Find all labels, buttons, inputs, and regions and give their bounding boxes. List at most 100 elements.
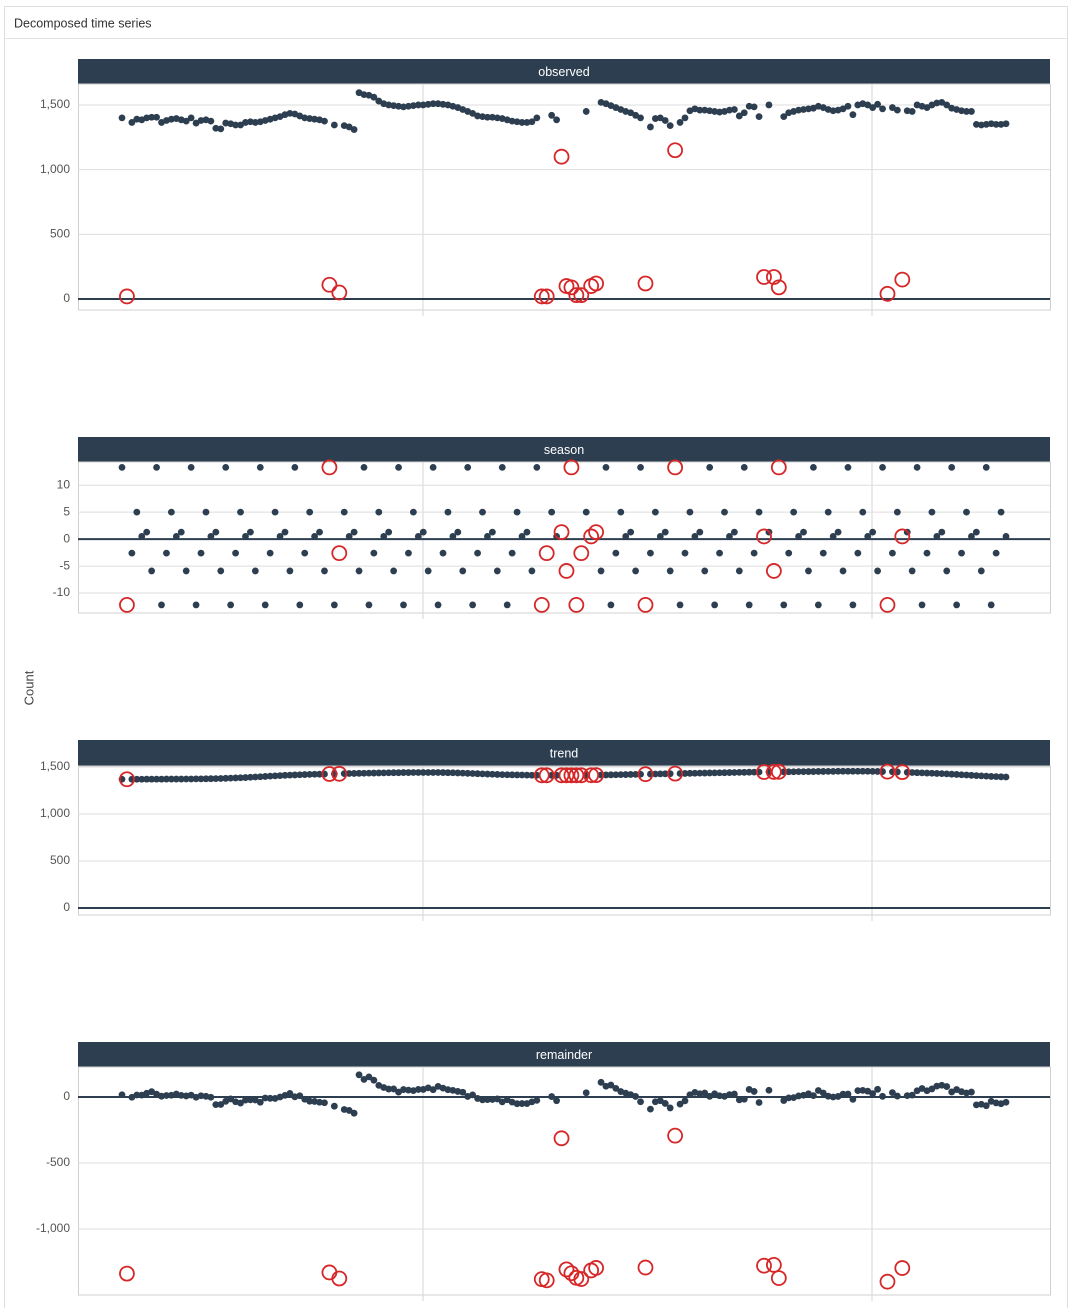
data-point xyxy=(730,106,738,113)
data-point xyxy=(256,463,264,471)
data-point xyxy=(232,549,239,557)
data-point xyxy=(321,117,328,125)
data-point xyxy=(227,601,235,609)
anomaly-marker xyxy=(894,1260,911,1276)
data-point xyxy=(528,118,536,126)
data-point xyxy=(345,770,353,777)
data-point xyxy=(661,528,669,536)
data-point xyxy=(167,775,175,783)
data-point xyxy=(227,774,235,782)
data-point xyxy=(637,463,644,471)
data-point xyxy=(380,769,388,777)
data-point xyxy=(207,1093,215,1101)
anomaly-marker xyxy=(583,528,600,545)
data-point xyxy=(696,528,704,536)
data-point xyxy=(829,533,837,540)
data-point xyxy=(118,1091,126,1099)
data-point xyxy=(187,114,195,122)
data-point xyxy=(212,1101,220,1109)
data-point xyxy=(281,528,289,536)
data-point xyxy=(207,117,215,125)
data-point xyxy=(360,91,368,99)
data-point xyxy=(414,101,422,109)
data-point xyxy=(809,463,817,471)
data-point xyxy=(548,508,556,516)
data-point xyxy=(306,770,314,778)
data-point xyxy=(943,770,951,778)
data-point xyxy=(197,549,205,557)
data-point xyxy=(330,121,338,129)
data-point xyxy=(474,112,481,120)
y-tick-label: 500 xyxy=(50,853,70,867)
data-point xyxy=(730,528,738,536)
data-point xyxy=(217,567,225,575)
data-point xyxy=(182,117,190,125)
data-point xyxy=(928,508,936,516)
data-point xyxy=(913,769,921,777)
data-point xyxy=(706,107,714,115)
data-point xyxy=(740,1095,748,1103)
data-point xyxy=(469,601,477,609)
data-point xyxy=(928,1085,936,1093)
data-point xyxy=(602,463,610,471)
data-point xyxy=(982,120,990,128)
data-point xyxy=(977,567,985,575)
data-point xyxy=(795,1092,802,1100)
data-point xyxy=(276,533,284,540)
data-point xyxy=(439,100,447,108)
data-point xyxy=(202,508,210,516)
data-point xyxy=(928,769,936,777)
data-point xyxy=(686,508,694,516)
data-point xyxy=(405,102,412,110)
data-point xyxy=(765,1086,773,1094)
data-point xyxy=(987,601,995,609)
data-point xyxy=(227,1095,235,1103)
data-point xyxy=(301,549,309,557)
data-point xyxy=(153,113,160,121)
data-point xyxy=(582,1089,590,1097)
data-point xyxy=(597,1078,605,1086)
data-point xyxy=(839,567,847,575)
data-point xyxy=(365,601,373,609)
data-point xyxy=(923,769,931,777)
strip-header xyxy=(78,740,1050,766)
data-point xyxy=(518,771,526,779)
data-point xyxy=(523,528,531,536)
data-point xyxy=(375,769,383,777)
data-point xyxy=(163,775,170,783)
y-tick-label: -5 xyxy=(59,558,70,572)
anomaly-marker xyxy=(770,279,787,296)
data-point xyxy=(405,1086,412,1094)
anomaly-marker xyxy=(533,288,550,305)
data-point xyxy=(424,769,432,776)
data-point xyxy=(523,771,531,779)
y-tick-label: 5 xyxy=(63,504,70,518)
data-point xyxy=(874,768,881,775)
data-point xyxy=(740,768,748,776)
data-point xyxy=(528,567,536,575)
data-point xyxy=(651,115,659,122)
data-point xyxy=(755,113,763,120)
data-point xyxy=(286,771,294,779)
data-point xyxy=(548,111,556,119)
data-point xyxy=(133,775,141,783)
data-point xyxy=(222,119,230,127)
data-point xyxy=(661,770,669,778)
data-point xyxy=(321,1099,328,1107)
data-point xyxy=(523,119,531,126)
data-point xyxy=(711,601,719,609)
data-point xyxy=(908,108,916,115)
data-point xyxy=(854,767,862,775)
data-point xyxy=(133,115,141,123)
card-title: Decomposed time series xyxy=(14,16,152,30)
anomaly-marker xyxy=(321,766,338,782)
anomaly-marker xyxy=(119,597,135,613)
data-point xyxy=(247,528,254,536)
data-point xyxy=(400,601,407,609)
data-point xyxy=(785,768,793,776)
data-point xyxy=(271,508,279,516)
data-point xyxy=(617,508,625,516)
data-point xyxy=(405,769,412,776)
data-point xyxy=(972,120,980,128)
